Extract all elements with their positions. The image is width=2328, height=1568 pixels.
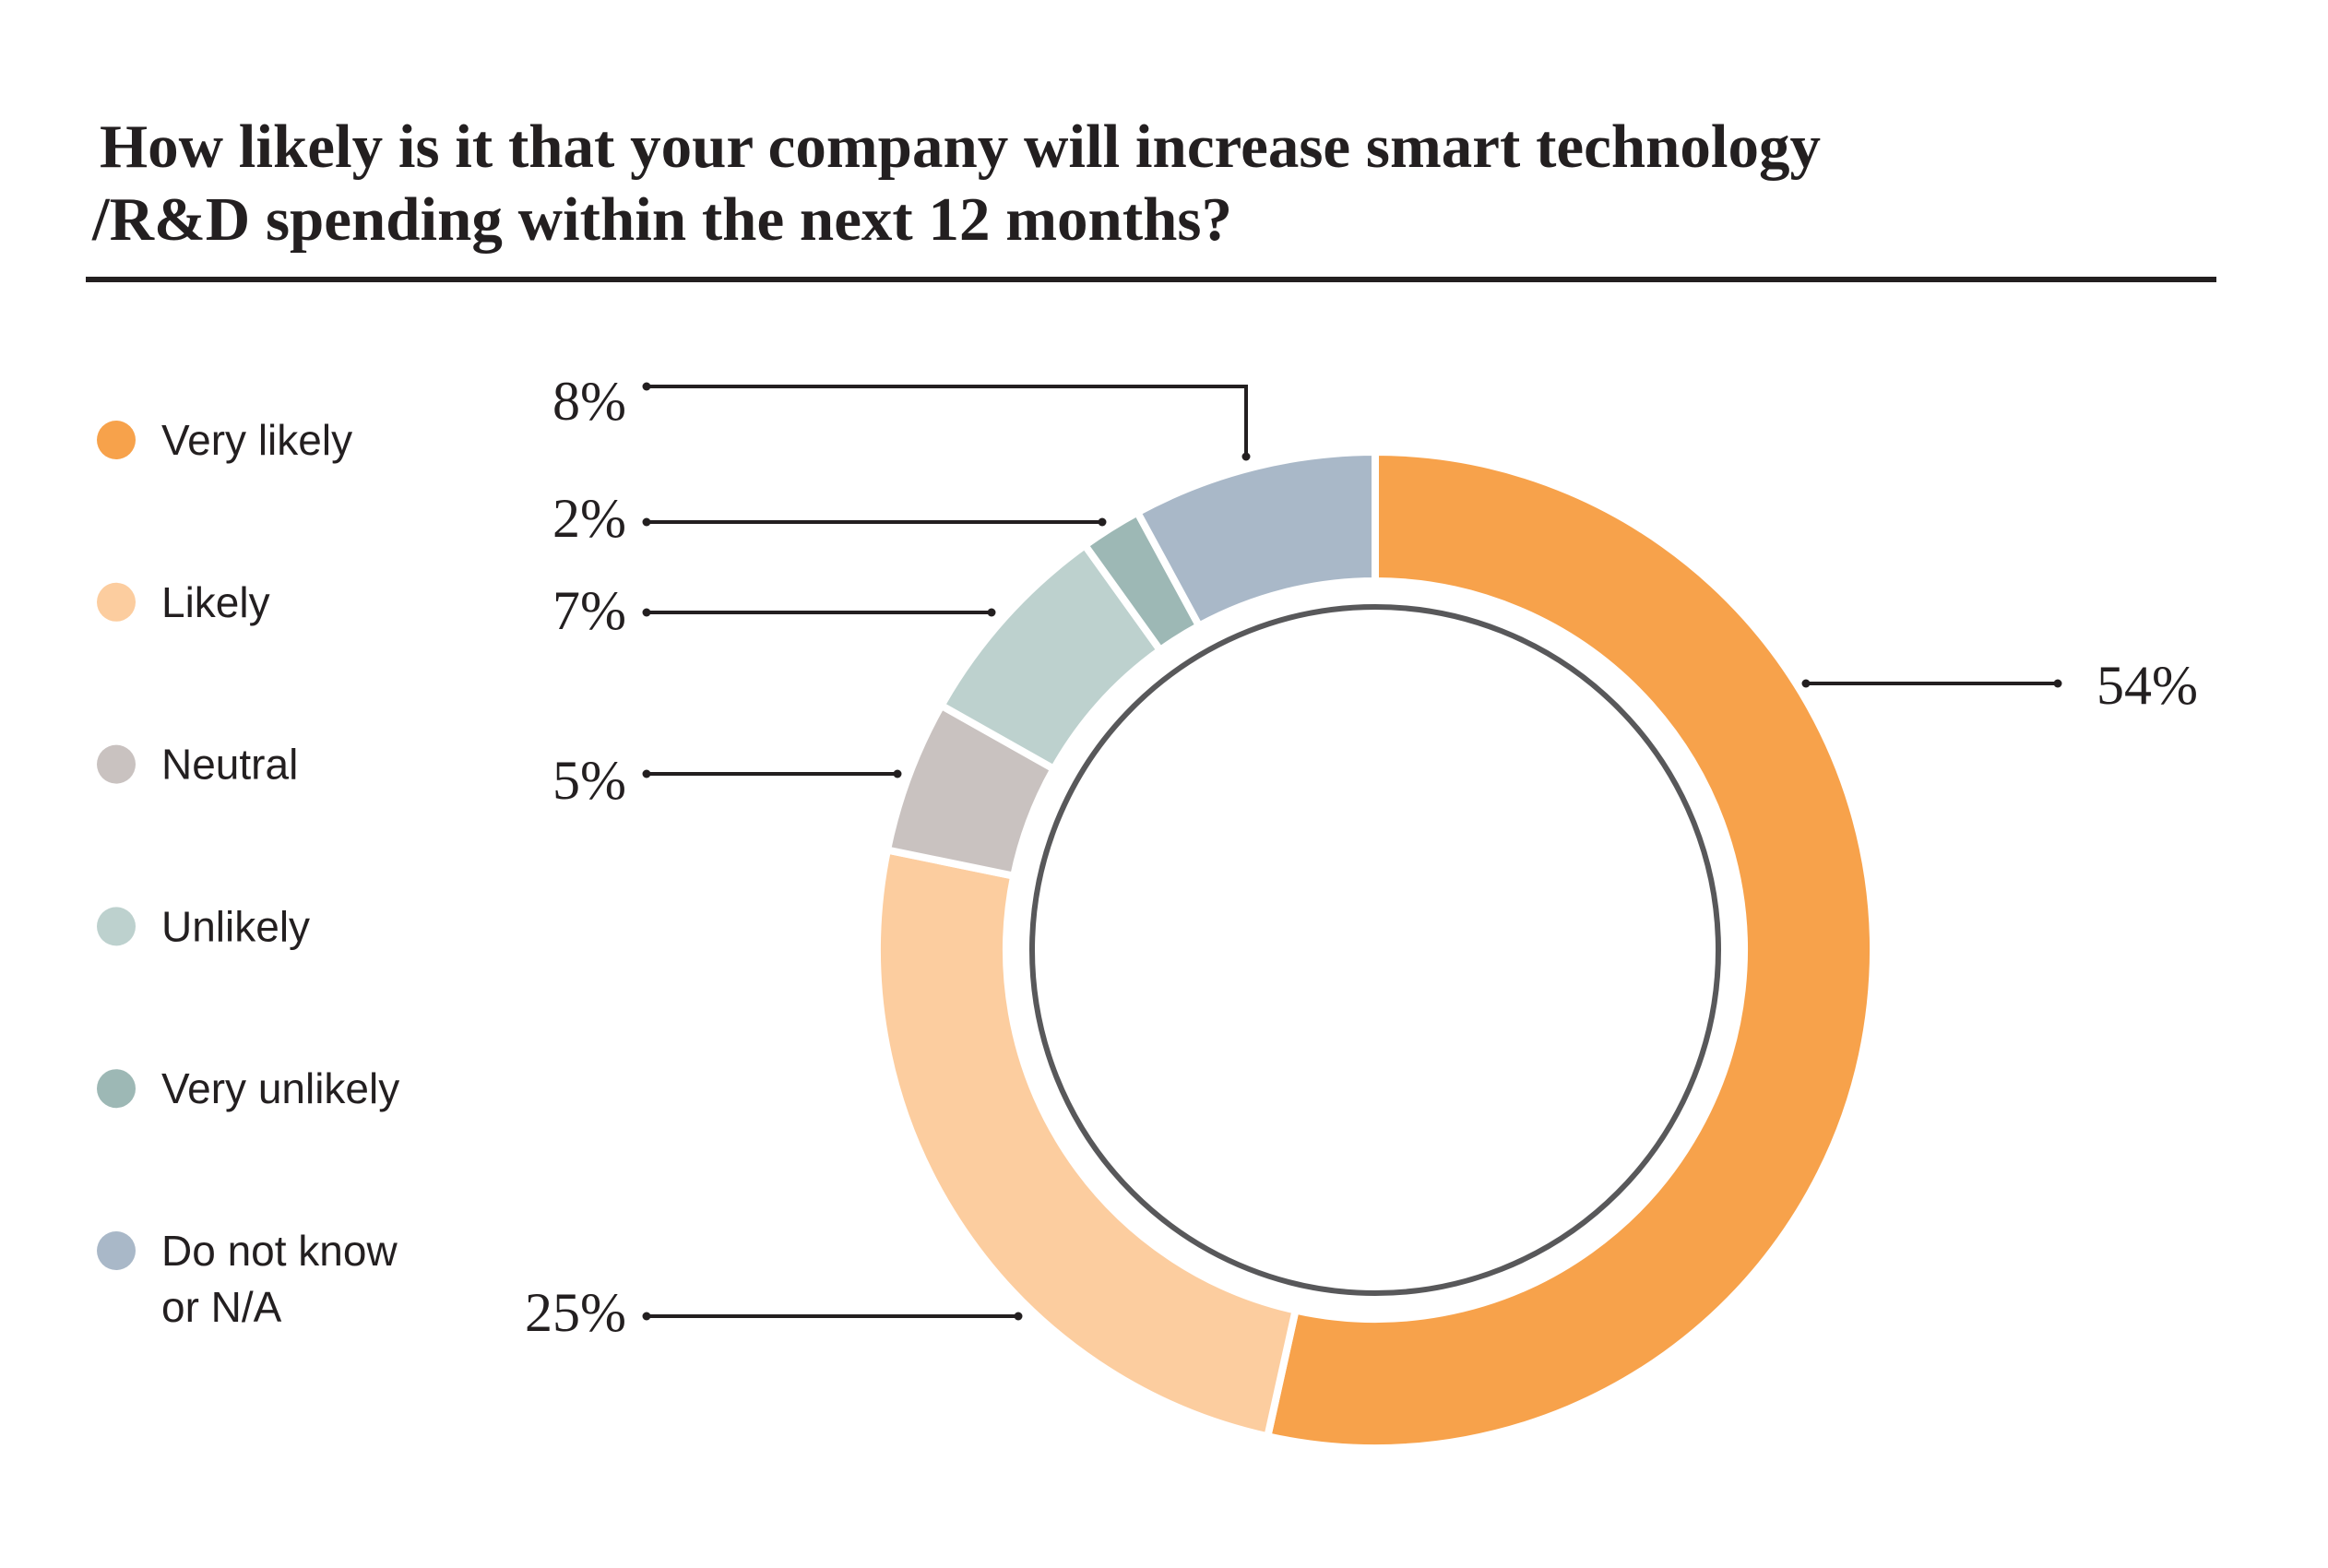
data-label-unlikely: 7% (552, 580, 626, 641)
legend-label: Neutral (161, 741, 298, 789)
legend-item-likely: Likely (97, 578, 270, 626)
data-labels: 54% 25% 5% 7% 2% 8% (525, 371, 2198, 1343)
leader-dot (642, 1312, 651, 1321)
segment-likely (873, 845, 1301, 1442)
legend-label: Do not know (161, 1227, 398, 1275)
leader-dot (642, 382, 651, 391)
leader-lines (642, 382, 2062, 1321)
segment-very-likely (1263, 447, 1877, 1452)
data-label-likely: 25% (525, 1282, 626, 1343)
title-rule-divider (86, 277, 2216, 282)
leader-very-unlikely (642, 517, 1107, 527)
leader-dot (1801, 679, 1811, 688)
data-label-very-likely: 54% (2096, 655, 2198, 716)
leader-dot (1241, 452, 1251, 461)
leader-dot (1014, 1312, 1023, 1321)
donut-segments (873, 447, 1877, 1452)
chart-title: How likely is it that your company will … (91, 113, 1821, 254)
leader-dot (642, 769, 651, 778)
legend-swatch (97, 582, 136, 622)
legend-swatch (97, 1069, 136, 1109)
legend-label: Likely (161, 578, 270, 626)
title-line-1: How likely is it that your company will … (100, 113, 1821, 181)
data-label-do-not-know-or-n-a: 8% (552, 371, 626, 432)
leader-very-likely (1801, 679, 2062, 688)
data-label-neutral: 5% (552, 750, 626, 811)
legend-swatch (97, 744, 136, 784)
leader-dot (893, 769, 902, 778)
leader-unlikely (642, 608, 996, 617)
legend-item-unlikely: Unlikely (97, 902, 310, 950)
legend-swatch (97, 421, 136, 459)
legend-item-very-likely: Very likely (97, 416, 352, 464)
leader-dot (642, 608, 651, 617)
inner-ring-outline (1029, 604, 1721, 1296)
legend: Very likely Likely Neutral Unlikely Very unl… (97, 416, 399, 1331)
legend-label: Very unlikely (161, 1064, 399, 1112)
leader-dot (642, 517, 651, 527)
leader-likely (642, 1312, 1023, 1321)
legend-label: Very likely (161, 416, 352, 464)
legend-swatch (97, 1231, 136, 1270)
legend-item-very-unlikely: Very unlikely (97, 1064, 399, 1112)
legend-swatch (97, 907, 136, 946)
legend-label: or N/A (161, 1283, 282, 1331)
segment-do-not-know-or-n-a (1132, 447, 1379, 631)
leader-do-not-know-or-n-a (642, 382, 1251, 461)
data-label-very-unlikely: 2% (552, 488, 626, 549)
legend-item-do-not-know-or-n-a: Do not know or N/A (97, 1227, 398, 1331)
leader-dot (987, 608, 996, 617)
leader-dot (1098, 517, 1107, 527)
legend-item-neutral: Neutral (97, 741, 298, 789)
leader-neutral (642, 769, 902, 778)
leader-dot (2053, 679, 2062, 688)
legend-label: Unlikely (161, 902, 310, 950)
title-line-2: /R&D spending within the next 12 months? (91, 185, 1232, 254)
leader-line (647, 385, 1248, 457)
